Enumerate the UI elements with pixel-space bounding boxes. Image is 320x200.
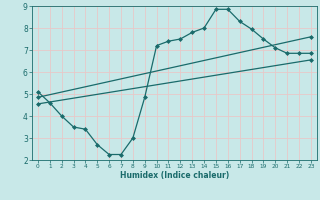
X-axis label: Humidex (Indice chaleur): Humidex (Indice chaleur): [120, 171, 229, 180]
